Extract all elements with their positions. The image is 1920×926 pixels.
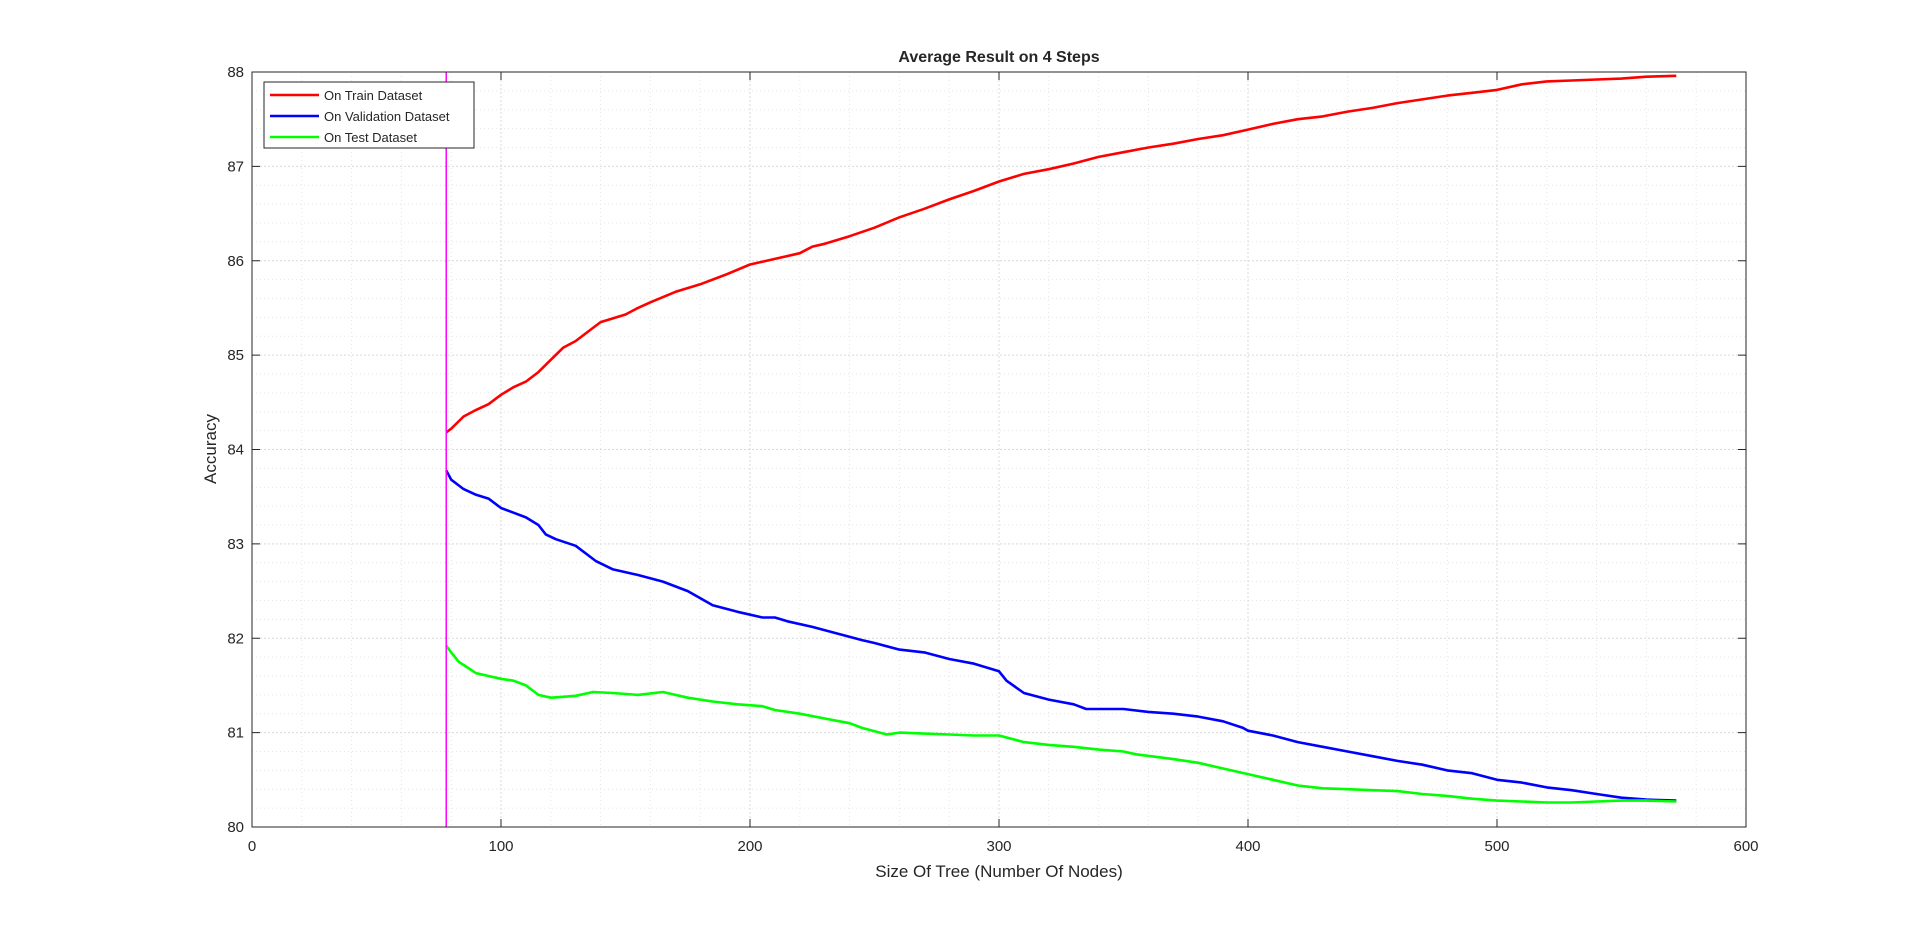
x-tick-label: 500 (1484, 838, 1509, 855)
legend-label-train: On Train Dataset (324, 88, 423, 103)
chart-title: Average Result on 4 Steps (898, 49, 1099, 66)
series-lines (445, 74, 1677, 804)
x-tick-label: 600 (1733, 838, 1758, 855)
series-line-2 (445, 645, 1677, 804)
y-tick-label: 80 (227, 819, 244, 836)
x-tick-label: 300 (986, 838, 1011, 855)
series-line-0 (445, 74, 1677, 434)
y-tick-label: 82 (227, 630, 244, 647)
legend-entry-validation: On Validation Dataset (270, 109, 450, 124)
x-tick-label: 0 (248, 838, 256, 855)
y-tick-label: 81 (227, 725, 244, 742)
x-tick-label: 100 (488, 838, 513, 855)
y-axis-label: Accuracy (201, 414, 220, 484)
y-tick-label: 83 (227, 536, 244, 553)
y-tick-label: 87 (227, 158, 244, 175)
legend-label-test: On Test Dataset (324, 130, 417, 145)
x-axis-label: Size Of Tree (Number Of Nodes) (875, 862, 1123, 881)
y-tick-labels: 80 81 82 83 84 85 86 87 88 (227, 64, 244, 836)
legend-entry-test: On Test Dataset (270, 130, 417, 145)
x-tick-labels: 0 100 200 300 400 500 600 (248, 838, 1759, 855)
x-tick-label: 200 (737, 838, 762, 855)
legend-entry-train: On Train Dataset (270, 88, 423, 103)
axis-ticks (251, 71, 1747, 828)
y-tick-label: 85 (227, 347, 244, 364)
x-tick-label: 400 (1235, 838, 1260, 855)
y-tick-label: 84 (227, 442, 244, 459)
y-tick-label: 88 (227, 64, 244, 81)
legend-label-validation: On Validation Dataset (324, 109, 450, 124)
legend: On Train Dataset On Validation Dataset O… (263, 81, 475, 149)
series-line-1 (445, 469, 1677, 802)
y-tick-label: 86 (227, 253, 244, 270)
